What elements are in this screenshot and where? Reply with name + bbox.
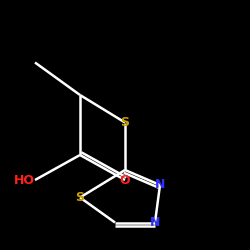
Text: N: N: [150, 216, 160, 229]
Text: O: O: [120, 174, 130, 186]
Text: S: S: [120, 116, 130, 129]
Text: S: S: [76, 191, 84, 204]
Text: HO: HO: [14, 174, 35, 186]
Text: N: N: [155, 178, 165, 192]
